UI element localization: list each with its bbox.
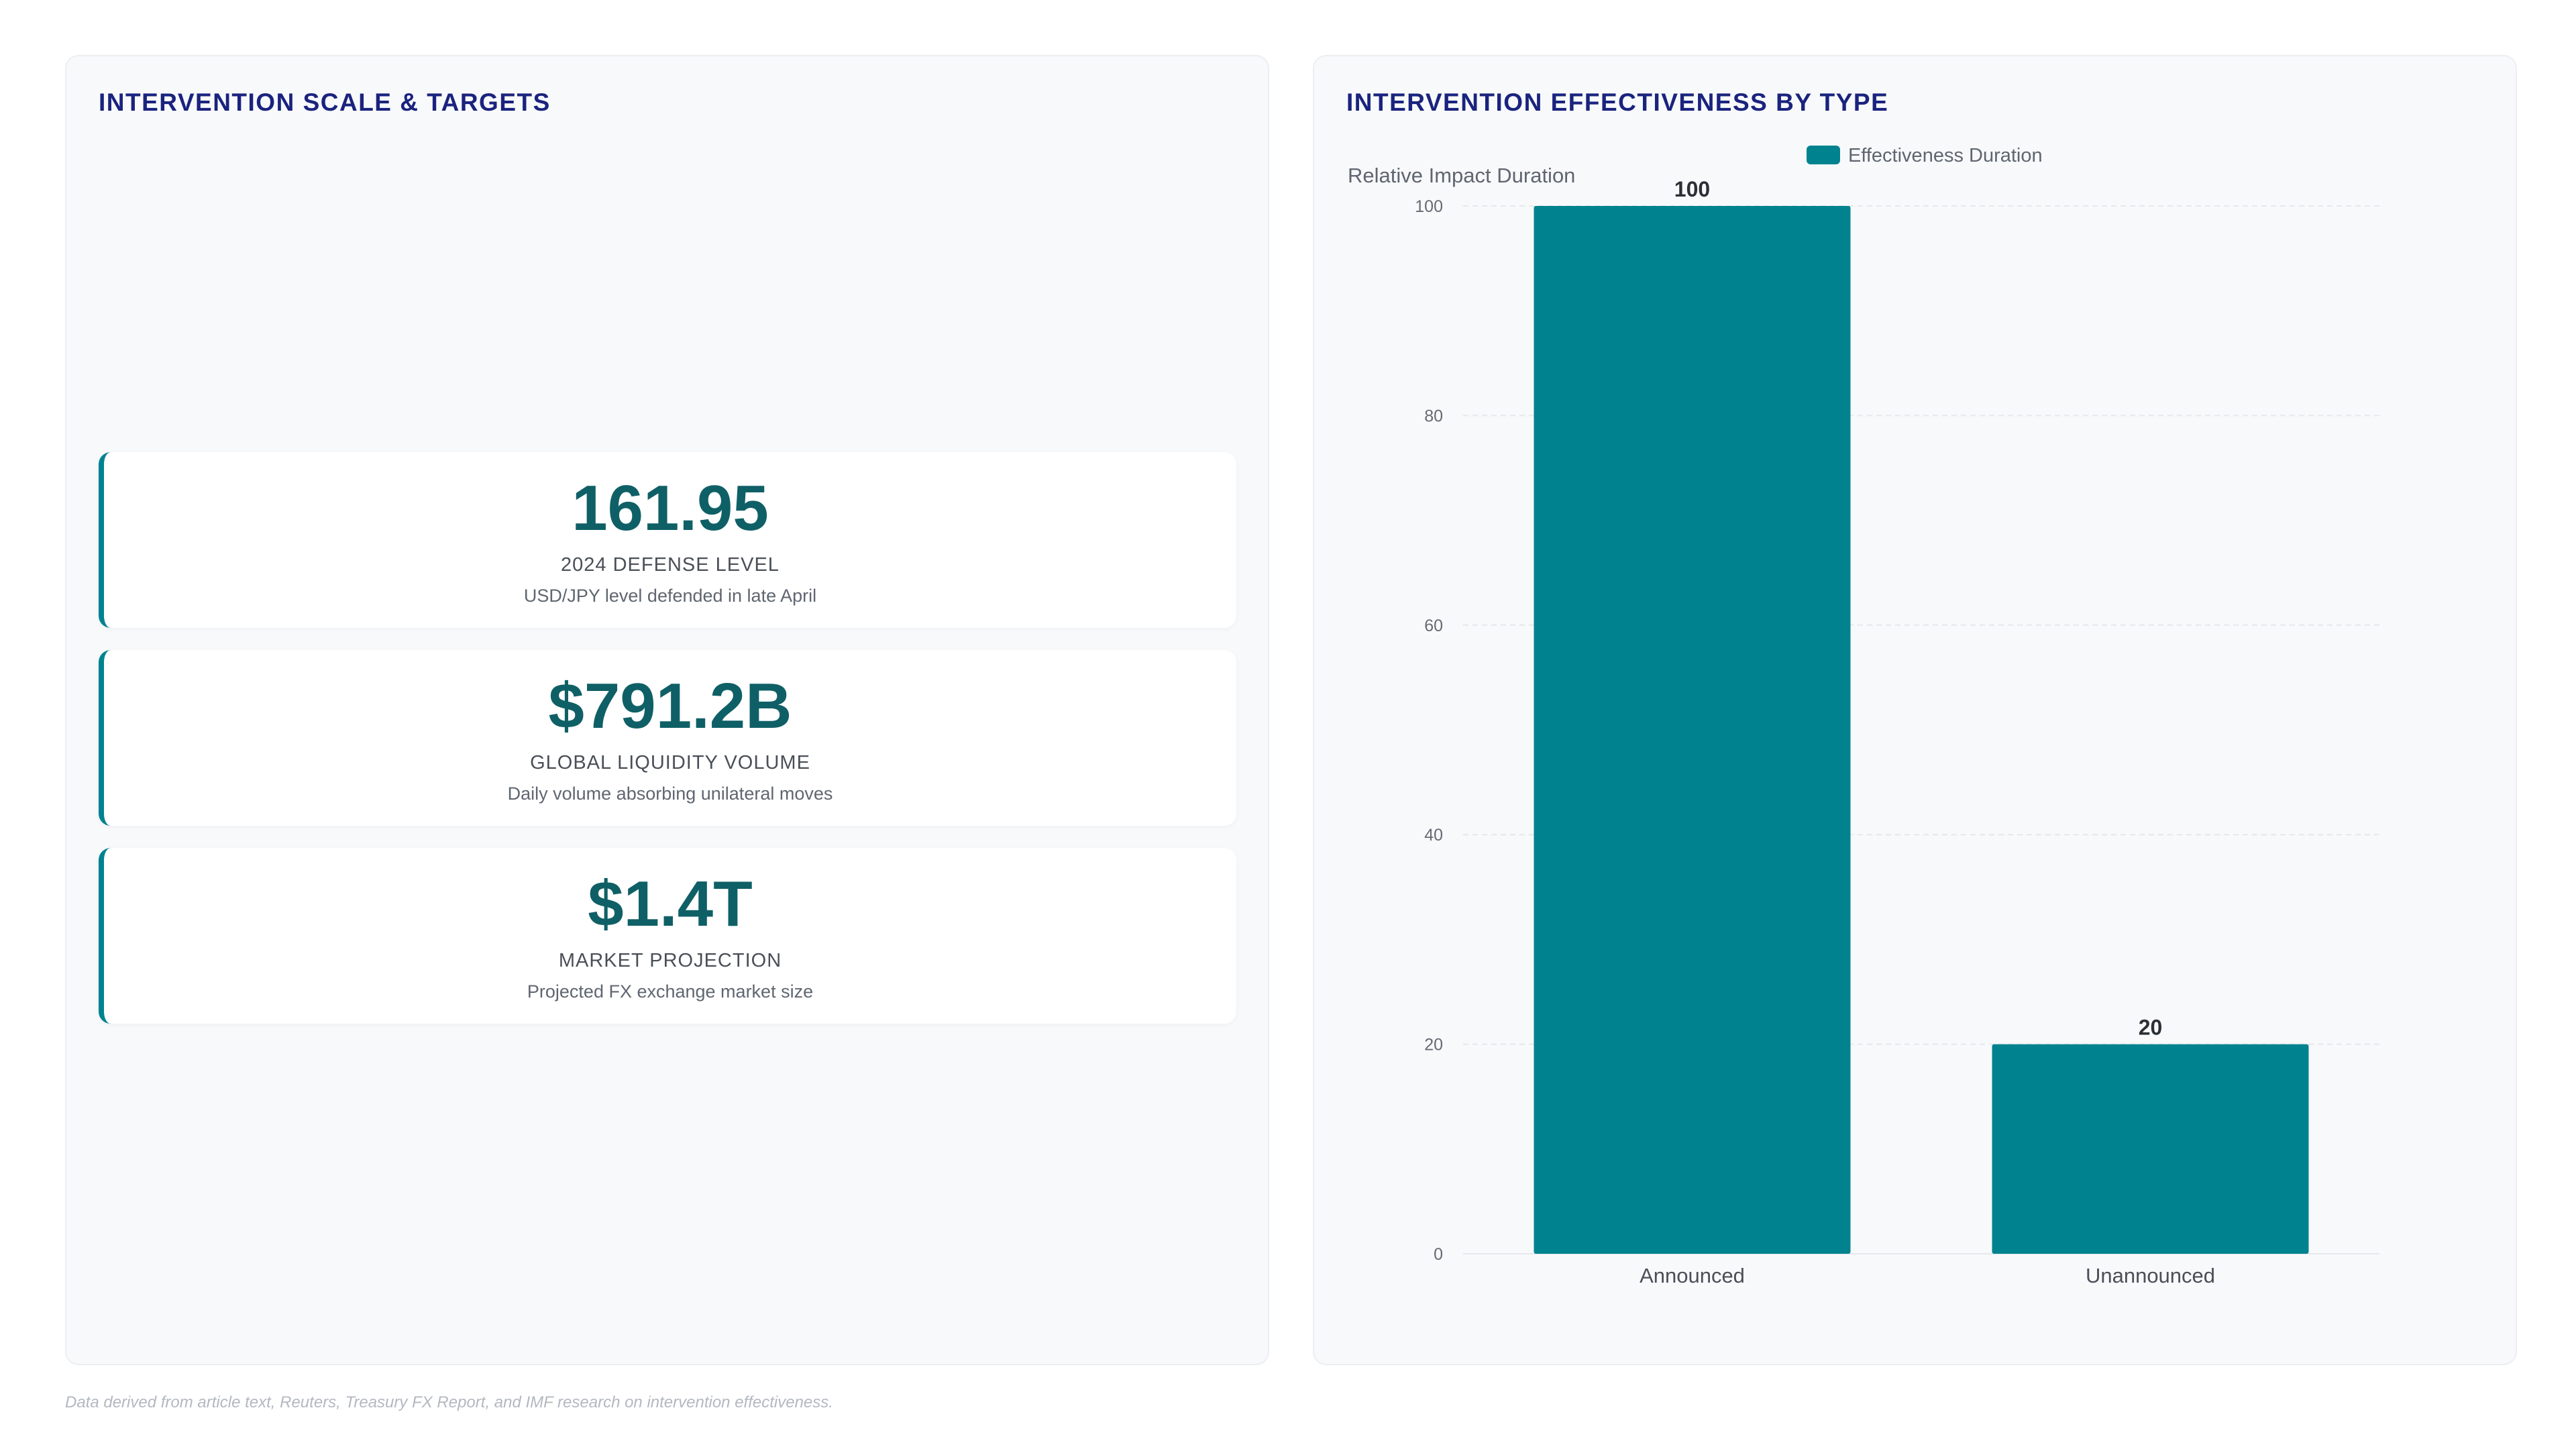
- bar-unannounced: [1992, 1044, 2309, 1254]
- y-tick-label: 20: [1424, 1036, 1443, 1055]
- stat-card-defense-level: 161.95 2024 DEFENSE LEVEL USD/JPY level …: [99, 452, 1236, 628]
- stat-label: 2024 DEFENSE LEVEL: [561, 554, 780, 576]
- effectiveness-chart-panel: INTERVENTION EFFECTIVENESS BY TYPE 0 20 40…: [1313, 55, 2517, 1365]
- stat-value: $1.4T: [588, 868, 753, 940]
- y-tick-label: 40: [1424, 826, 1443, 845]
- stat-description: Projected FX exchange market size: [527, 981, 814, 1002]
- effectiveness-bar-chart: 0 20 40 60 80 100 Relative Impact Duration Effe…: [1348, 145, 2379, 1287]
- stat-value: 161.95: [572, 472, 769, 544]
- stat-card-liquidity-volume: $791.2B GLOBAL LIQUIDITY VOLUME Daily vo…: [99, 650, 1236, 826]
- y-tick-label: 80: [1424, 407, 1443, 425]
- stat-description: USD/JPY level defended in late April: [523, 586, 817, 606]
- x-tick-label: Unannounced: [2086, 1264, 2215, 1287]
- legend-label: Effectiveness Duration: [1848, 145, 2043, 166]
- panel-title-effectiveness: INTERVENTION EFFECTIVENESS BY TYPE: [1346, 89, 1889, 116]
- y-tick-label: 100: [1415, 197, 1443, 216]
- stat-label: GLOBAL LIQUIDITY VOLUME: [530, 752, 810, 773]
- scale-targets-panel: INTERVENTION SCALE & TARGETS 161.95 2024…: [65, 55, 1269, 1365]
- bar-value-label: 20: [2139, 1016, 2163, 1040]
- stat-label: MARKET PROJECTION: [558, 950, 782, 971]
- y-tick-label: 60: [1424, 616, 1443, 635]
- stat-value: $791.2B: [548, 670, 792, 742]
- panel-title-scale-targets: INTERVENTION SCALE & TARGETS: [99, 89, 551, 116]
- stat-description: Daily volume absorbing unilateral moves: [507, 784, 833, 804]
- legend-swatch: [1807, 146, 1840, 164]
- footnote: Data derived from article text, Reuters,…: [65, 1393, 833, 1411]
- y-axis-title: Relative Impact Duration: [1348, 164, 1575, 187]
- bar-value-label: 100: [1674, 177, 1710, 201]
- y-tick-label: 0: [1434, 1245, 1443, 1264]
- stat-card-market-projection: $1.4T MARKET PROJECTION Projected FX exc…: [99, 848, 1236, 1024]
- x-tick-label: Announced: [1640, 1264, 1745, 1287]
- bar-announced: [1534, 206, 1851, 1254]
